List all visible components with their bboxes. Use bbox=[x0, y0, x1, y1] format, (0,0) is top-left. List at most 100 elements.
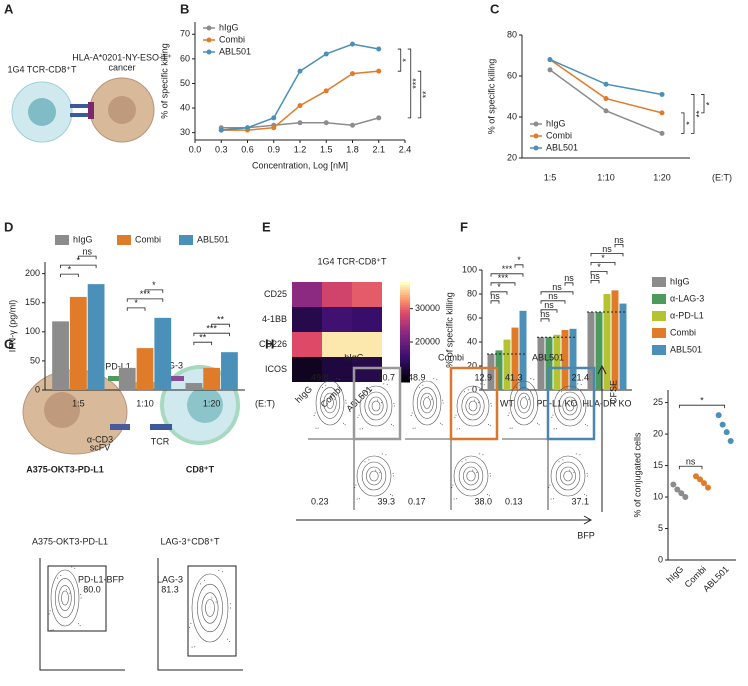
sig-bracket bbox=[590, 271, 608, 275]
sig-label: * bbox=[401, 58, 411, 62]
event bbox=[431, 398, 433, 400]
contour bbox=[326, 397, 334, 409]
gate-label: LAG-3 bbox=[157, 574, 183, 584]
colorbar-step bbox=[400, 379, 410, 383]
event bbox=[486, 493, 488, 495]
event bbox=[483, 384, 485, 386]
sig-label: * bbox=[497, 282, 501, 292]
bar bbox=[69, 296, 87, 390]
colorbar-step bbox=[400, 369, 410, 373]
colorbar-step bbox=[400, 359, 410, 363]
colorbar-step bbox=[400, 292, 410, 295]
contour bbox=[361, 461, 387, 491]
bar bbox=[537, 337, 545, 390]
gate bbox=[449, 366, 499, 441]
event bbox=[325, 384, 327, 386]
sig-bracket bbox=[590, 253, 624, 257]
colorbar-step bbox=[400, 347, 410, 350]
colorbar-step bbox=[400, 307, 410, 310]
x-tick-label: 1.5 bbox=[320, 144, 333, 154]
gate bbox=[47, 565, 107, 632]
y-tick-label: 100 bbox=[462, 264, 477, 274]
series-line bbox=[549, 58, 663, 96]
contour bbox=[461, 391, 485, 421]
panel-label: A bbox=[4, 1, 14, 16]
event bbox=[476, 472, 478, 474]
contour bbox=[509, 380, 539, 426]
point bbox=[697, 476, 703, 483]
effector-label: CD8⁺T bbox=[186, 464, 215, 474]
point bbox=[719, 421, 726, 428]
legend-swatch bbox=[652, 328, 666, 338]
anti-cd3-label: α-CD3 bbox=[87, 434, 113, 444]
point bbox=[659, 130, 665, 136]
bar bbox=[203, 367, 221, 390]
legend-label: Combi bbox=[546, 130, 572, 140]
bar bbox=[619, 303, 627, 390]
event bbox=[478, 453, 480, 455]
panel-label: F bbox=[460, 219, 468, 234]
panel-label: H bbox=[265, 336, 274, 351]
event bbox=[411, 412, 413, 414]
event bbox=[538, 424, 540, 426]
event bbox=[553, 498, 555, 500]
panel-label: D bbox=[4, 219, 13, 234]
tumor-nucleus bbox=[44, 392, 80, 428]
point bbox=[701, 480, 707, 487]
axis-arrow bbox=[296, 515, 593, 525]
heat-cell bbox=[292, 357, 322, 382]
tcr-shape bbox=[150, 424, 172, 430]
sig-bracket bbox=[681, 112, 685, 134]
colorbar-step bbox=[400, 352, 410, 355]
x-tick-label: 2.4 bbox=[399, 144, 412, 154]
event bbox=[533, 379, 535, 381]
event bbox=[356, 498, 358, 500]
event bbox=[228, 641, 230, 643]
contour bbox=[558, 391, 582, 421]
contour bbox=[371, 400, 381, 412]
point bbox=[547, 67, 553, 73]
receptor bbox=[70, 113, 90, 117]
point bbox=[297, 103, 303, 109]
event bbox=[314, 412, 316, 414]
axis-arrow bbox=[597, 364, 607, 512]
x-tick-label: 1:5 bbox=[72, 398, 85, 408]
event bbox=[194, 646, 196, 648]
colorbar-step bbox=[400, 327, 410, 330]
event bbox=[586, 473, 588, 475]
colorbar-step bbox=[400, 294, 410, 298]
event bbox=[393, 405, 395, 407]
event bbox=[359, 428, 361, 430]
x-axis-label: Concentration, Log [nM] bbox=[252, 160, 348, 170]
event bbox=[355, 484, 357, 486]
point bbox=[678, 490, 685, 497]
x-tick-label: 0.3 bbox=[215, 144, 228, 154]
contour bbox=[563, 470, 573, 482]
bar bbox=[221, 352, 238, 390]
x-tick-label: 2.1 bbox=[372, 144, 385, 154]
quadrant-value: 21.4 bbox=[571, 372, 589, 382]
event bbox=[343, 422, 345, 424]
y-tick-label: 60 bbox=[180, 53, 190, 63]
colorbar-step bbox=[400, 339, 410, 343]
contour bbox=[366, 466, 382, 486]
cancer-label: HLA-A*0201-NY-ESO-1⁺ bbox=[72, 52, 172, 62]
legend-label: α-LAG-3 bbox=[670, 293, 704, 303]
heat-cell bbox=[352, 307, 382, 332]
event bbox=[516, 386, 518, 388]
event bbox=[354, 486, 356, 488]
y-tick-label: 100 bbox=[25, 326, 40, 336]
colorbar-step bbox=[400, 284, 410, 288]
panel-label: E bbox=[262, 219, 271, 234]
y-tick-label: 30 bbox=[180, 127, 190, 137]
heat-cell bbox=[292, 332, 322, 357]
sig-label: ns bbox=[544, 300, 554, 310]
point bbox=[715, 412, 722, 419]
event bbox=[551, 416, 553, 418]
colorbar-step bbox=[400, 344, 410, 348]
legend-marker bbox=[533, 133, 539, 139]
colorbar-step bbox=[400, 362, 410, 365]
contour bbox=[54, 578, 76, 618]
point bbox=[376, 46, 382, 52]
